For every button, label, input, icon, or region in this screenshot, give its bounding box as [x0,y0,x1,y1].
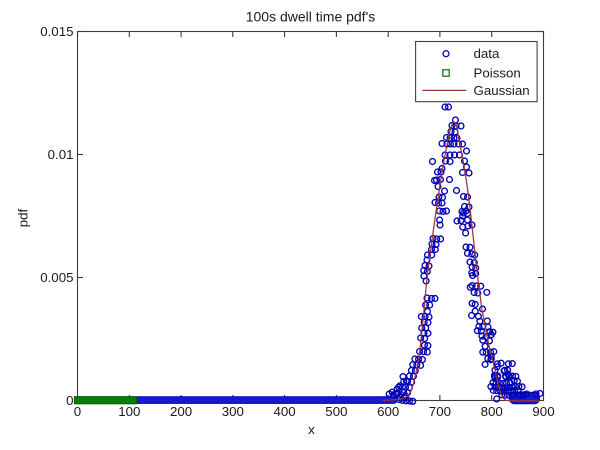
svg-text:0: 0 [74,404,81,419]
svg-text:100: 100 [118,404,140,419]
svg-text:300: 300 [222,404,244,419]
svg-text:200: 200 [170,404,192,419]
svg-text:data: data [474,46,500,61]
svg-text:400: 400 [274,404,296,419]
svg-text:800: 800 [481,404,503,419]
svg-text:600: 600 [377,404,399,419]
svg-text:0: 0 [66,393,73,408]
svg-text:0.01: 0.01 [48,147,74,162]
svg-text:700: 700 [429,404,451,419]
svg-text:900: 900 [532,404,554,419]
svg-text:500: 500 [325,404,347,419]
svg-text:pdf: pdf [16,208,31,227]
svg-text:0.005: 0.005 [40,270,73,285]
svg-text:Poisson: Poisson [474,65,521,80]
svg-text:x: x [308,422,315,437]
svg-text:Gaussian: Gaussian [474,83,530,98]
svg-text:0.015: 0.015 [40,24,73,39]
svg-text:100s dwell time pdf's: 100s dwell time pdf's [246,9,376,25]
